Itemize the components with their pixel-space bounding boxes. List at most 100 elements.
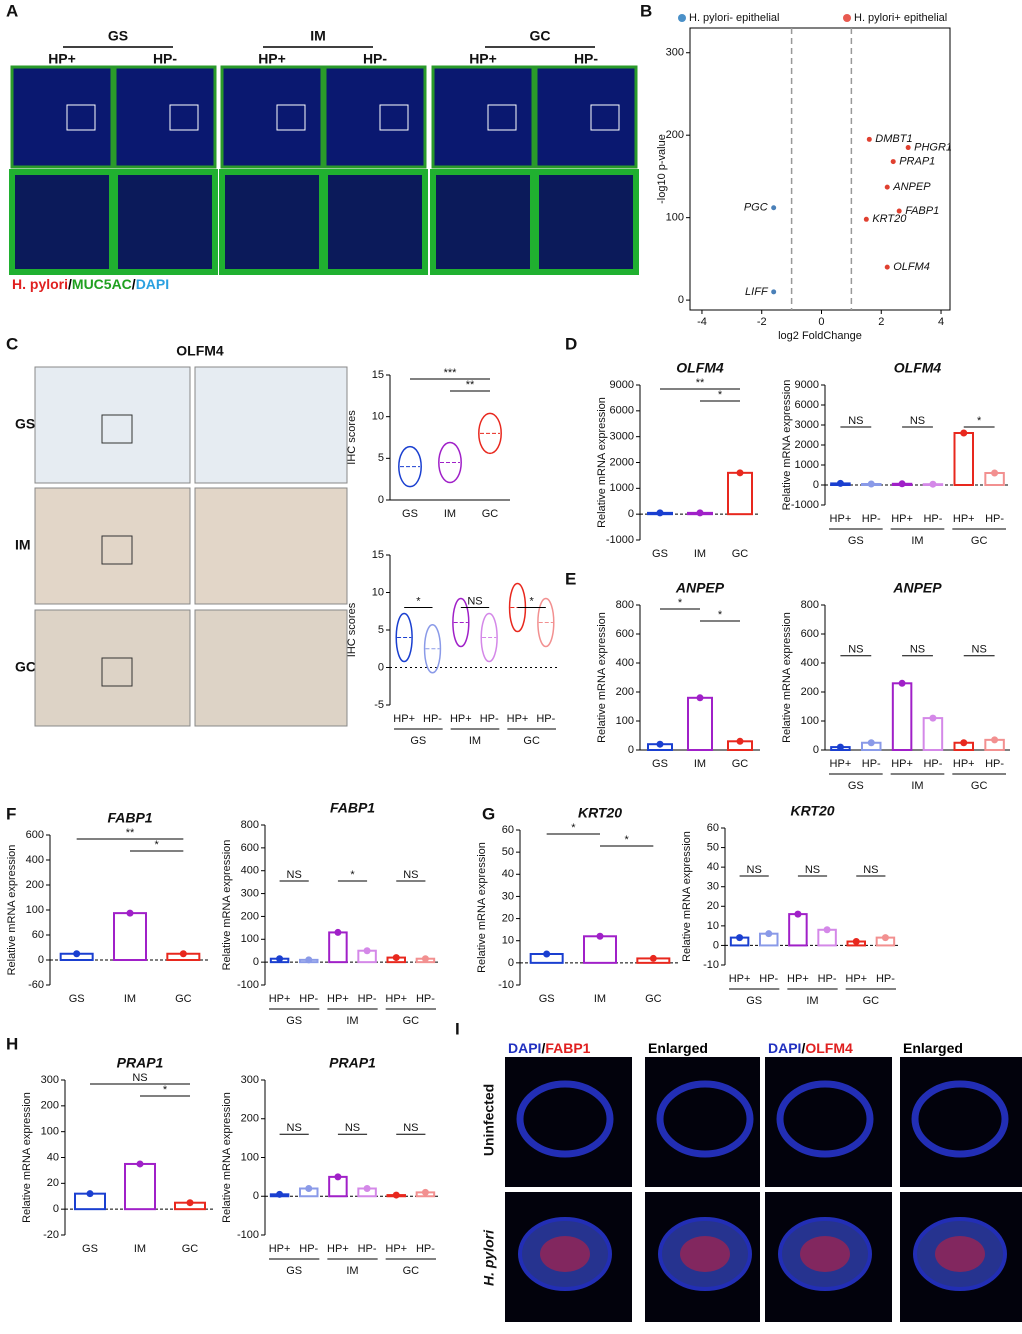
violin — [537, 597, 555, 648]
label: Relative mRNA expression — [476, 842, 488, 973]
label: 800 — [801, 599, 819, 611]
label: -10 — [498, 979, 514, 991]
label: Relative mRNA expression — [596, 612, 608, 743]
label: 10 — [372, 586, 384, 598]
label: 300 — [666, 47, 684, 59]
micrograph-zoom — [112, 169, 218, 275]
label: 60 — [502, 824, 514, 836]
label-part: MUC5AC — [72, 276, 132, 292]
bar — [891, 682, 913, 751]
label: 0 — [678, 294, 684, 306]
label-part: H. pylori — [12, 276, 68, 292]
label: IM — [911, 535, 923, 547]
label: GS — [402, 508, 418, 520]
label: HP+ — [450, 713, 472, 725]
bar — [113, 912, 147, 961]
dot — [929, 480, 937, 488]
label: GC — [732, 758, 749, 770]
label: HP- — [574, 51, 598, 67]
label: GC — [523, 735, 540, 747]
label: Relative mRNA expression — [681, 831, 693, 962]
label-part: Enlarged — [903, 1040, 963, 1056]
violin — [395, 612, 413, 663]
label: HP+ — [830, 758, 852, 770]
legend-dot — [843, 14, 851, 22]
dot — [73, 950, 81, 958]
legend-dot — [678, 14, 686, 22]
label: G — [482, 804, 495, 823]
micrograph — [431, 65, 535, 169]
label: 100 — [26, 904, 44, 916]
label-part: / — [68, 276, 72, 292]
signal — [540, 1236, 590, 1272]
label: 30 — [502, 890, 514, 902]
label: PRAP1 — [329, 1055, 376, 1071]
label: 400 — [26, 854, 44, 866]
label: HP+ — [891, 513, 913, 525]
label: HP- — [923, 758, 942, 770]
label: 0 — [813, 744, 819, 756]
label: ANPEP — [675, 580, 725, 596]
label-part: / — [541, 1040, 545, 1056]
label: -4 — [697, 316, 707, 328]
micrograph-zoom — [322, 169, 428, 275]
label: HP+ — [953, 513, 975, 525]
label: GS — [286, 1015, 302, 1027]
label: 40 — [47, 1151, 59, 1163]
violin — [423, 624, 442, 674]
bar — [124, 1162, 156, 1211]
label: GC — [971, 780, 988, 792]
label: HP+ — [327, 1243, 349, 1255]
label: * — [416, 595, 421, 607]
dot — [836, 743, 844, 751]
label: OLFM4 — [176, 343, 224, 359]
label: GC — [863, 995, 880, 1007]
gene-point — [884, 264, 890, 270]
dot — [765, 930, 773, 938]
label: HP+ — [830, 513, 852, 525]
dot — [794, 910, 802, 918]
inset-box — [487, 104, 517, 131]
gene-point — [884, 184, 890, 190]
label: IHC scores — [346, 602, 358, 657]
label: 400 — [241, 865, 259, 877]
label: HP- — [862, 758, 881, 770]
label: HP- — [923, 513, 942, 525]
dot — [363, 1185, 371, 1192]
label: GS — [82, 1243, 98, 1255]
label: DAPI/FABP1 — [508, 1040, 591, 1056]
label: F — [6, 804, 16, 823]
micrograph — [323, 65, 427, 169]
label: OLFM4 — [676, 360, 724, 376]
label: HP- — [480, 713, 499, 725]
dot — [960, 429, 968, 437]
label: GC — [482, 508, 499, 520]
label: GS — [848, 780, 864, 792]
label: 800 — [616, 599, 634, 611]
label: 3000 — [795, 419, 819, 431]
gene-point — [771, 205, 777, 211]
label: HP- — [876, 973, 895, 985]
dot — [836, 479, 844, 487]
label: 50 — [502, 846, 514, 858]
cell-ring — [516, 1080, 614, 1158]
label: 6000 — [795, 399, 819, 411]
label: HP- — [862, 513, 881, 525]
label: 200 — [241, 910, 259, 922]
label: 15 — [372, 369, 384, 381]
label: IM — [806, 995, 818, 1007]
label: * — [530, 595, 535, 607]
label: GC — [403, 1015, 420, 1027]
label: 9000 — [795, 379, 819, 391]
dot — [276, 1190, 284, 1198]
label: GC — [971, 535, 988, 547]
label: IM — [310, 28, 326, 44]
dot — [867, 480, 875, 488]
label: 0 — [508, 957, 514, 969]
fluorescence-image — [645, 1057, 760, 1187]
label: 0 — [38, 954, 44, 966]
dot — [179, 950, 187, 958]
label: GC — [530, 28, 551, 44]
label: 5 — [378, 452, 384, 464]
label: H. pylori+ epithelial — [854, 12, 947, 24]
